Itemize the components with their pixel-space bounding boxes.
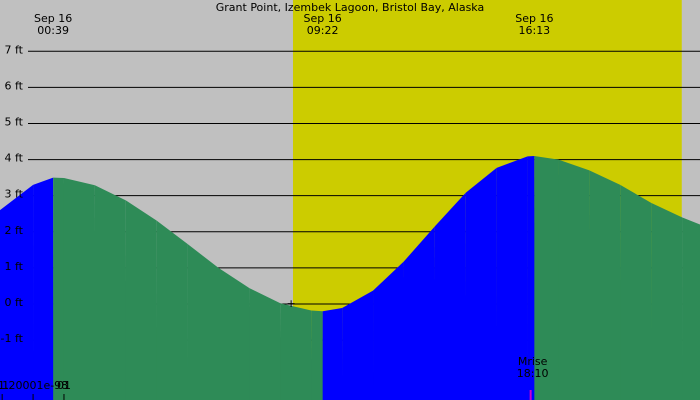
x-tick-label: 11 <box>0 379 9 392</box>
y-tick-label: 7 ft <box>5 43 24 56</box>
tide-area <box>434 192 467 400</box>
x-tick-label: 1.20001e-98 <box>0 379 68 392</box>
moonrise-time: 18:10 <box>517 367 549 380</box>
tide-area <box>558 159 590 400</box>
tide-area <box>33 177 54 400</box>
y-tick-label: 6 ft <box>5 79 24 92</box>
chart-title: Grant Point, Izembek Lagoon, Bristol Bay… <box>216 1 484 14</box>
y-tick-label: 0 ft <box>5 296 24 309</box>
tide-area <box>94 185 127 400</box>
tide-area <box>534 155 559 400</box>
tide-area <box>156 220 189 400</box>
tide-area <box>249 288 281 400</box>
y-tick-label: -1 ft <box>1 332 24 345</box>
extreme-date: Sep 16 <box>515 12 553 25</box>
tide-area <box>63 177 96 400</box>
x-tick-label: 01 <box>57 379 71 392</box>
tide-area <box>125 200 158 400</box>
extreme-date: Sep 16 <box>34 12 72 25</box>
y-tick-label: 2 ft <box>5 224 24 237</box>
tide-area <box>280 303 312 400</box>
tide-area <box>218 267 250 400</box>
current-time-marker: + <box>287 297 296 310</box>
tide-area <box>322 307 343 400</box>
tide-area <box>53 177 65 400</box>
tide-area <box>342 290 374 400</box>
y-tick-label: 4 ft <box>5 152 24 165</box>
tide-area <box>496 156 529 400</box>
tide-area <box>682 217 700 400</box>
extreme-date: Sep 16 <box>304 12 342 25</box>
tide-area <box>403 226 436 400</box>
tide-area <box>527 155 535 400</box>
y-tick-label: 1 ft <box>5 260 24 273</box>
moonrise-label: Mrise <box>518 355 548 368</box>
extreme-time: 09:22 <box>307 24 339 37</box>
tide-area <box>620 184 652 400</box>
tide-area <box>589 170 621 400</box>
tide-area <box>373 261 405 400</box>
tide-area <box>465 167 498 400</box>
extreme-time: 00:39 <box>37 24 69 37</box>
tide-area <box>311 310 324 400</box>
tide-area <box>0 184 34 400</box>
tide-area <box>187 244 219 400</box>
y-tick-label: 3 ft <box>5 188 24 201</box>
tide-area <box>651 202 683 400</box>
extreme-time: 16:13 <box>518 24 550 37</box>
y-tick-label: 5 ft <box>5 115 24 128</box>
